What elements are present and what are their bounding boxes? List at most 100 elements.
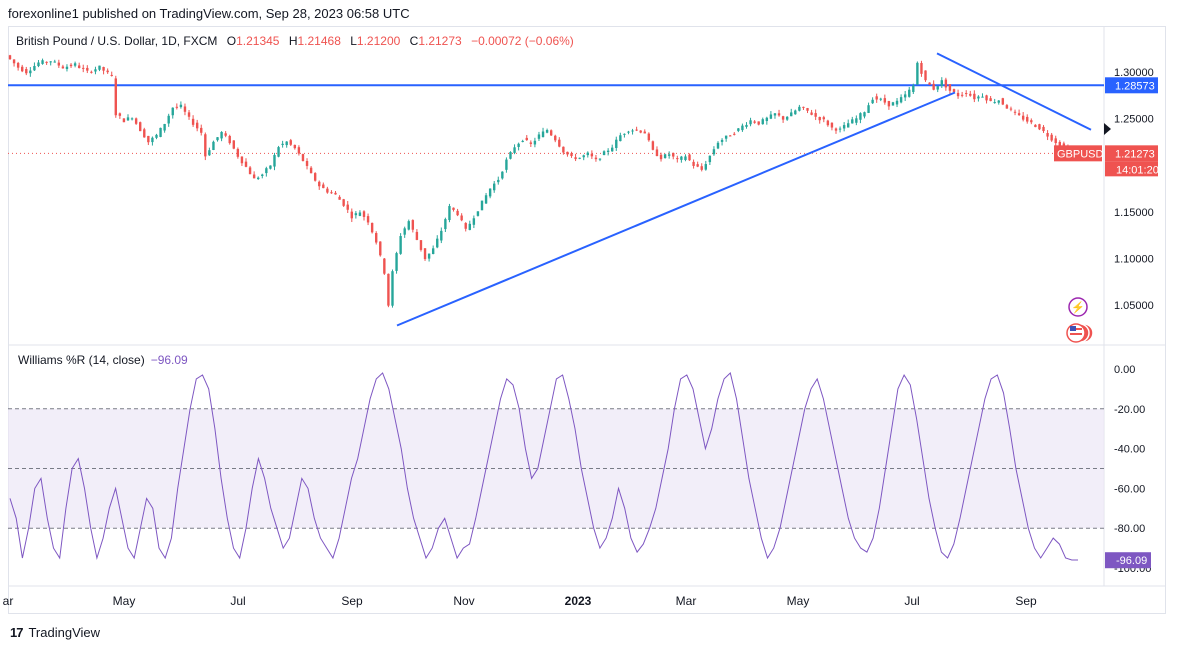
candle-body xyxy=(350,211,353,219)
candle-body xyxy=(794,110,797,115)
candle-body xyxy=(98,65,101,70)
candle-body xyxy=(480,200,484,211)
candle-body xyxy=(785,116,789,120)
candle-body xyxy=(1046,133,1049,137)
candle-body xyxy=(179,104,183,108)
candle-body xyxy=(338,196,341,200)
williams-r-tick-label: 0.00 xyxy=(1114,364,1135,376)
candle-body xyxy=(501,171,504,179)
candle-body xyxy=(521,140,524,142)
candle-body xyxy=(37,62,40,67)
candle-body xyxy=(236,148,240,157)
candle-body xyxy=(643,131,646,134)
candle-body xyxy=(318,181,321,187)
candle-body xyxy=(33,65,36,71)
candle-body xyxy=(724,135,728,139)
candle-body xyxy=(220,131,223,139)
candle-body xyxy=(354,213,358,216)
candle-body xyxy=(1013,111,1017,113)
candle-body xyxy=(708,155,712,163)
price-tick-label: 1.15000 xyxy=(1114,207,1154,219)
candle-body xyxy=(464,223,467,229)
price-label-box xyxy=(1105,77,1158,94)
symbol-title[interactable]: British Pound / U.S. Dollar, 1D, FXCM xyxy=(16,34,218,48)
us-flag-icon[interactable] xyxy=(1074,323,1094,343)
candle-body xyxy=(151,137,154,143)
candle-body xyxy=(977,96,980,99)
candle-body xyxy=(960,94,964,96)
candle-body xyxy=(1005,105,1009,109)
us-flag-icon-3 xyxy=(1066,323,1086,343)
candle-body xyxy=(163,123,166,131)
candle-body xyxy=(167,115,170,124)
candle-body xyxy=(895,100,899,105)
time-tick-label: 2023 xyxy=(565,594,592,608)
candle-body xyxy=(1026,116,1029,122)
candle-body xyxy=(602,151,606,156)
candle-body xyxy=(1038,124,1041,130)
candle-body xyxy=(1034,124,1037,128)
williams-r-tick-label: -60.00 xyxy=(1114,483,1145,495)
candle-body xyxy=(25,69,28,74)
candle-body xyxy=(244,161,248,167)
candle-body xyxy=(790,112,793,117)
close-value: 1.21273 xyxy=(418,34,462,48)
candle-body xyxy=(753,121,756,123)
candle-body xyxy=(847,123,850,128)
price-tick-label: 1.25000 xyxy=(1114,114,1154,126)
candle-body xyxy=(993,102,996,104)
candle-body xyxy=(21,66,24,72)
resistance-trendline xyxy=(936,52,1092,131)
countdown-text: 14:01:20 xyxy=(1116,164,1159,176)
symbol-badge-text: GBPUSD xyxy=(1057,148,1104,160)
candle-body xyxy=(639,130,642,133)
candle-body xyxy=(818,116,821,121)
candle-body xyxy=(757,121,760,125)
candle-body xyxy=(110,74,113,76)
candle-body xyxy=(680,156,683,160)
candle-body xyxy=(269,165,272,169)
williams-r-legend[interactable]: Williams %R (14, close) −96.09 xyxy=(18,353,188,367)
candle-body xyxy=(313,173,317,181)
candle-body xyxy=(118,113,122,116)
candle-body xyxy=(57,62,61,66)
candle-body xyxy=(488,188,492,197)
candle-body xyxy=(379,241,382,256)
candle-body xyxy=(659,154,663,160)
price-label-text: 1.28573 xyxy=(1115,80,1155,92)
candle-body xyxy=(102,67,105,71)
candle-body xyxy=(928,82,931,85)
candle-body xyxy=(399,236,402,254)
us-flag-stripes-2 xyxy=(1070,333,1082,335)
candle-body xyxy=(590,153,594,157)
flash-icon[interactable] xyxy=(1068,297,1088,317)
candle-body xyxy=(777,113,781,116)
candle-body xyxy=(745,124,748,127)
candle-body xyxy=(411,220,415,230)
candle-body xyxy=(541,131,545,138)
footer-brand[interactable]: TradingView xyxy=(28,625,101,640)
candle-body xyxy=(90,71,93,73)
candle-body xyxy=(261,174,264,176)
candle-body xyxy=(383,258,386,274)
candle-body xyxy=(611,147,614,152)
tradingview-logo-icon[interactable]: 17 xyxy=(10,625,24,640)
time-tick-label: Sep xyxy=(341,594,363,608)
candle-body xyxy=(667,154,671,156)
candle-body xyxy=(936,86,939,90)
williams-r-tick-label: -40.00 xyxy=(1114,444,1145,456)
williams-r-value-box xyxy=(1105,552,1151,569)
symbol-badge-box xyxy=(1054,145,1102,162)
candle-body xyxy=(330,192,333,194)
candle-body xyxy=(69,64,73,67)
price-tick-label: 1.10000 xyxy=(1114,253,1154,265)
candle-body xyxy=(208,150,211,156)
candle-body xyxy=(720,139,724,142)
support-trendline xyxy=(396,91,956,327)
candle-body xyxy=(940,80,943,86)
candle-body xyxy=(175,106,179,108)
candle-body xyxy=(810,112,813,115)
scroll-right-icon[interactable] xyxy=(1104,123,1111,135)
candle-body xyxy=(216,137,219,141)
